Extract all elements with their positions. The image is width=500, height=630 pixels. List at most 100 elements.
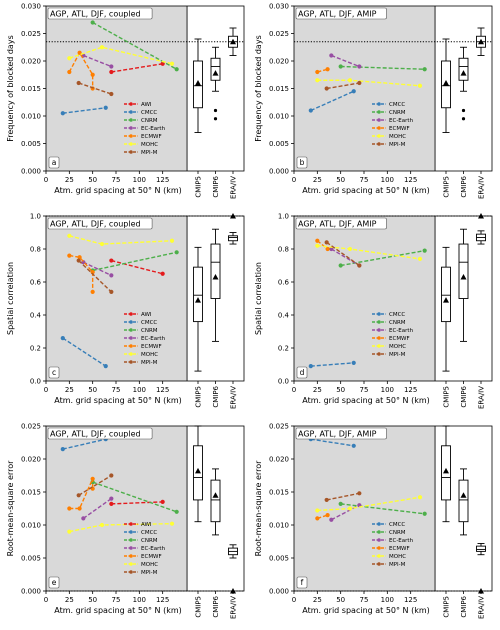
x-axis-label: Atm. grid spacing at 50° N (km) [302, 606, 430, 615]
x-tick-label: 75 [112, 386, 121, 394]
series-point-ECMWF [90, 72, 95, 77]
box-category-label: CMIP5 [195, 176, 203, 198]
panel-letter-box [48, 366, 60, 379]
series-point-ECMWF [67, 506, 72, 511]
y-tick-label: 0.005 [269, 140, 289, 148]
y-tick-label: 0.015 [269, 489, 289, 497]
series-point-ECMWF [315, 69, 320, 75]
series-point-MOHC [315, 243, 320, 248]
series-point-CNRM [174, 67, 179, 72]
x-tick-label: 100 [133, 176, 146, 184]
x-tick-label: 25 [313, 596, 322, 604]
line-plot-area [294, 426, 434, 591]
y-tick-label: 0.8 [278, 246, 289, 254]
legend-label-CNRM: CNRM [141, 328, 158, 334]
x-tick-label: 25 [313, 176, 322, 184]
y-tick-label: 0.030 [21, 3, 41, 11]
legend-label-AWI: AWI [141, 522, 152, 528]
legend-marker-MPI-M [377, 352, 381, 356]
legend-label-ECMWF: ECMWF [141, 344, 162, 350]
series-point-CMCC [351, 89, 356, 94]
legend-label-CNRM: CNRM [389, 530, 406, 536]
box-mean-marker [195, 467, 201, 474]
legend-label-ECMWF: ECMWF [141, 134, 162, 140]
series-point-MPI-M [357, 263, 362, 268]
series-point-MPI-M [109, 473, 114, 478]
y-tick-label: 0.025 [21, 423, 41, 431]
legend-marker-ECMWF [129, 344, 133, 348]
legend-label-EC-Earth: EC-Earth [141, 126, 166, 132]
series-line-CMCC [310, 438, 354, 447]
y-axis-label: Spatial correlation [6, 262, 15, 335]
y-tick-label: 0.000 [21, 588, 41, 596]
x-tick-label: 0 [44, 596, 48, 604]
x-tick-label: 0 [44, 176, 48, 184]
x-tick-label: 0 [44, 386, 48, 394]
legend-label-ECMWF: ECMWF [389, 546, 410, 552]
y-tick-label: 1.0 [278, 213, 289, 221]
series-point-EC-Earth [329, 517, 334, 522]
box-mean-marker [212, 274, 219, 280]
series-line-CMCC [62, 337, 107, 367]
y-tick-label: 0.015 [21, 489, 41, 497]
y-tick-label: 0.005 [21, 140, 41, 148]
panel-letter: c [52, 368, 56, 377]
x-tick-label: 50 [88, 596, 97, 604]
series-line-CMCC [310, 90, 355, 112]
series-point-CNRM [338, 64, 343, 69]
series-point-MPI-M [324, 86, 329, 91]
series-point-MOHC [347, 246, 353, 252]
x-tick-label: 50 [88, 386, 97, 394]
box-mean-marker [443, 467, 449, 474]
legend-marker-CMCC [129, 320, 133, 324]
y-tick-label: 1.0 [30, 213, 41, 221]
legend-marker-AWI [129, 522, 133, 526]
y-tick-label: 0.6 [30, 279, 42, 287]
series-line-AWI [111, 501, 163, 505]
series-point-MOHC [347, 506, 353, 511]
series-line-AWI [111, 63, 163, 73]
box-category-label: CMIP5 [195, 596, 203, 618]
series-line-CNRM [92, 481, 177, 513]
y-tick-label: 0.000 [269, 168, 289, 176]
legend-label-CMCC: CMCC [141, 110, 157, 116]
x-tick-label: 125 [404, 176, 417, 184]
series-point-AWI [160, 271, 165, 276]
panel-letter: b [300, 158, 305, 167]
series-line-EC-Earth [330, 248, 360, 267]
panel-letter-box [296, 366, 308, 379]
panel-title: AGP, ATL, DJF, AMIP [298, 220, 377, 229]
series-point-MOHC [169, 521, 175, 526]
series-point-MOHC [99, 241, 105, 247]
box-category-label: ERA/IV [478, 596, 486, 619]
box-iqr [210, 479, 221, 523]
series-point-ECMWF [77, 255, 82, 260]
legend-marker-CMCC [377, 312, 381, 316]
box-iqr [228, 235, 238, 242]
line-plot-area [46, 426, 186, 591]
legend-marker-MOHC [377, 134, 381, 138]
legend-label-ECMWF: ECMWF [141, 554, 162, 560]
legend-marker-CMCC [129, 110, 133, 114]
series-point-CMCC [308, 108, 313, 113]
legend-marker-CMCC [377, 102, 381, 106]
series-point-CNRM [90, 20, 95, 25]
panel-title: AGP, ATL, DJF, AMIP [298, 10, 377, 19]
x-axis-label: Atm. grid spacing at 50° N (km) [54, 606, 182, 615]
y-tick-label: 0.015 [269, 85, 289, 93]
x-tick-label: 125 [404, 596, 417, 604]
panel-separator [434, 426, 436, 591]
box-category-label: ERA/IV [230, 176, 238, 199]
y-axis-label: Root-mean-square error [254, 460, 263, 556]
series-line-CMCC [310, 362, 354, 367]
series-line-AWI [111, 259, 163, 275]
legend-marker-MOHC [129, 142, 133, 146]
box-flier [213, 108, 218, 113]
box-category-label: ERA/IV [478, 176, 486, 199]
y-tick-label: 0.025 [269, 423, 289, 431]
series-point-CNRM [338, 263, 343, 268]
x-tick-label: 50 [88, 176, 97, 184]
series-point-CNRM [422, 248, 427, 253]
legend-label-MPI-M: MPI-M [389, 352, 406, 358]
series-line-ECMWF [68, 51, 94, 89]
